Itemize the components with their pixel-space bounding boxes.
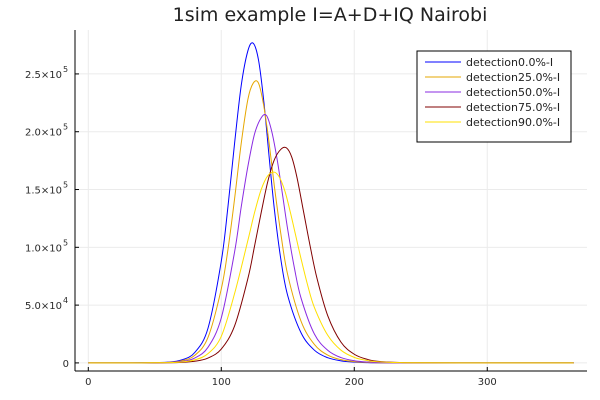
series-line-1: [88, 80, 574, 364]
y-tick-exponent: 4: [63, 296, 68, 305]
y-tick-exponent: 5: [63, 181, 68, 190]
x-axis-ticks: 0 100 200 300: [85, 367, 497, 388]
legend-box: [416, 50, 572, 143]
y-tick-exponent: 5: [63, 238, 68, 247]
legend-label: detection90.0%-I: [466, 116, 560, 129]
x-tick-label: 100: [212, 377, 231, 388]
y-tick-label: 2.0×10: [25, 128, 62, 139]
series-line-3: [88, 146, 574, 364]
legend-label: detection50.0%-I: [466, 86, 560, 99]
x-tick-label: 0: [85, 377, 91, 388]
y-tick-label: 5.0×10: [25, 301, 62, 312]
legend-label: detection25.0%-I: [466, 71, 560, 84]
y-tick-label: 0: [63, 359, 69, 370]
legend-label: detection75.0%-I: [466, 101, 560, 114]
legend-label: detection0.0%-I: [466, 56, 553, 69]
x-tick-label: 300: [478, 377, 497, 388]
x-tick-label: 200: [345, 377, 364, 388]
axes: [74, 30, 587, 372]
chart-title: 1sim example I=A+D+IQ Nairobi: [173, 4, 488, 26]
y-tick-label: 1.5×10: [25, 186, 62, 197]
series-line-4: [88, 171, 574, 364]
y-tick-exponent: 5: [63, 123, 68, 132]
y-tick-exponent: 5: [63, 65, 68, 74]
y-tick-label: 1.0×10: [25, 243, 62, 254]
y-tick-label: 2.5×10: [25, 70, 62, 81]
legend: detection0.0%-I detection25.0%-I detection…: [416, 50, 572, 143]
series-lines: [88, 42, 574, 364]
series-line-2: [88, 113, 574, 364]
